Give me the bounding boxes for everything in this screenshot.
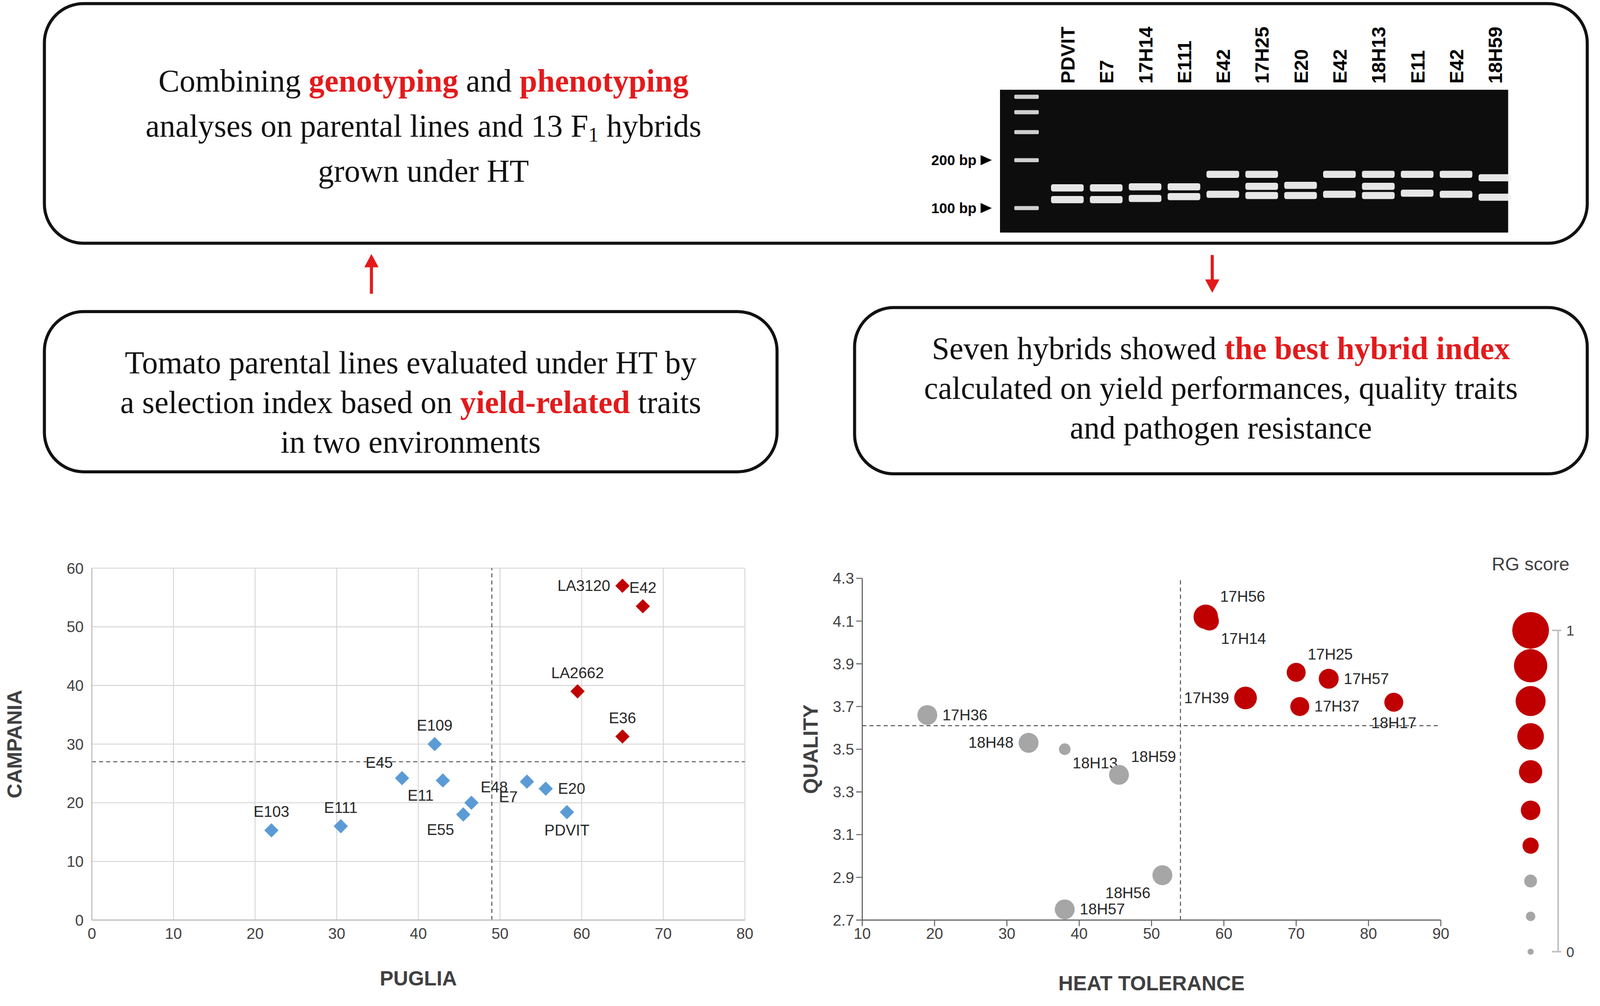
svg-text:E111: E111 <box>324 799 358 817</box>
svg-text:E11: E11 <box>1406 50 1429 84</box>
svg-text:E103: E103 <box>253 803 290 821</box>
svg-text:3.3: 3.3 <box>832 783 854 801</box>
svg-text:E48: E48 <box>480 779 508 797</box>
svg-text:17H36: 17H36 <box>942 706 988 725</box>
svg-text:E55: E55 <box>426 821 455 839</box>
svg-text:2.9: 2.9 <box>832 869 854 887</box>
svg-text:LA3120: LA3120 <box>557 577 611 595</box>
svg-text:CAMPANIA: CAMPANIA <box>3 690 26 799</box>
svg-text:3.7: 3.7 <box>832 698 854 716</box>
svg-text:10: 10 <box>853 925 872 943</box>
svg-text:0: 0 <box>1566 944 1575 961</box>
svg-text:17H56: 17H56 <box>1220 588 1266 606</box>
svg-text:70: 70 <box>654 925 673 943</box>
svg-text:LA2662: LA2662 <box>550 664 604 682</box>
svg-text:18H59: 18H59 <box>1484 26 1506 84</box>
svg-text:18H59: 18H59 <box>1130 748 1176 766</box>
svg-text:17H37: 17H37 <box>1314 698 1360 716</box>
svg-text:60: 60 <box>66 560 84 578</box>
svg-text:E42: E42 <box>629 579 657 597</box>
svg-text:E20: E20 <box>1290 49 1312 84</box>
svg-text:3.9: 3.9 <box>832 655 854 674</box>
svg-text:PUGLIA: PUGLIA <box>379 967 457 991</box>
svg-text:E45: E45 <box>365 754 394 772</box>
html-text:and pathogen resistance: and pathogen resistance <box>1069 410 1373 446</box>
svg-text:17H25: 17H25 <box>1250 26 1273 84</box>
html-text:Tomato parental lines evaluate: Tomato parental lines evaluated under HT… <box>124 344 697 381</box>
svg-text:20: 20 <box>66 794 84 812</box>
svg-text:18H13: 18H13 <box>1072 754 1118 773</box>
svg-text:50: 50 <box>66 618 84 636</box>
svg-text:E36: E36 <box>608 709 637 727</box>
svg-text:17H25: 17H25 <box>1307 646 1353 664</box>
svg-text:60: 60 <box>1215 925 1233 943</box>
svg-text:2.7: 2.7 <box>832 912 854 930</box>
svg-text:E7: E7 <box>1095 59 1118 84</box>
svg-text:17H57: 17H57 <box>1343 670 1389 688</box>
svg-text:QUALITY: QUALITY <box>799 704 823 795</box>
svg-text:100 bp: 100 bp <box>931 200 977 217</box>
html-text:Seven hybrids showed the best: Seven hybrids showed the best hybrid ind… <box>931 330 1511 367</box>
svg-text:17H39: 17H39 <box>1183 689 1229 707</box>
svg-text:30: 30 <box>998 925 1016 943</box>
svg-text:60: 60 <box>573 925 591 943</box>
svg-text:3.5: 3.5 <box>832 741 854 759</box>
svg-text:0: 0 <box>87 925 97 943</box>
svg-text:3.1: 3.1 <box>832 826 854 844</box>
html-text:Combining genotyping and pheno: Combining genotyping and phenotyping <box>158 63 689 99</box>
svg-text:18H56: 18H56 <box>1105 884 1151 902</box>
svg-text:20: 20 <box>246 925 264 943</box>
svg-text:E20: E20 <box>557 780 586 798</box>
svg-text:18H13: 18H13 <box>1367 26 1390 84</box>
svg-text:20: 20 <box>925 925 944 943</box>
html-text:analyses on parental lines and: analyses on parental lines and 13 F1hybr… <box>145 108 702 146</box>
svg-text:80: 80 <box>736 925 754 943</box>
svg-text:HEAT TOLERANCE: HEAT TOLERANCE <box>1058 972 1245 996</box>
svg-text:0: 0 <box>75 912 84 930</box>
svg-text:200 bp: 200 bp <box>931 152 977 169</box>
svg-text:E42: E42 <box>1212 49 1234 84</box>
svg-text:30: 30 <box>66 736 84 754</box>
svg-text:E11: E11 <box>407 787 434 805</box>
svg-text:70: 70 <box>1287 925 1305 943</box>
svg-text:10: 10 <box>66 853 84 871</box>
svg-text:18H48: 18H48 <box>968 734 1014 752</box>
svg-text:PDVIT: PDVIT <box>544 822 590 840</box>
svg-text:17H14: 17H14 <box>1134 26 1157 84</box>
svg-text:PDVIT: PDVIT <box>1056 26 1079 84</box>
html-text:in two environments: in two environments <box>280 424 541 461</box>
svg-text:E7: E7 <box>499 788 518 806</box>
svg-text:18H57: 18H57 <box>1079 900 1125 919</box>
svg-text:E42: E42 <box>1328 49 1351 84</box>
svg-text:17H14: 17H14 <box>1221 630 1267 648</box>
svg-text:1: 1 <box>1566 623 1575 639</box>
svg-text:40: 40 <box>409 925 427 943</box>
svg-text:40: 40 <box>66 677 84 695</box>
svg-text:E109: E109 <box>416 717 453 735</box>
svg-text:10: 10 <box>165 925 183 943</box>
svg-text:80: 80 <box>1359 925 1377 943</box>
svg-text:E111: E111 <box>1173 40 1196 84</box>
svg-text:50: 50 <box>1143 925 1161 943</box>
svg-text:40: 40 <box>1070 925 1088 943</box>
svg-text:50: 50 <box>491 925 509 943</box>
svg-text:30: 30 <box>328 925 346 943</box>
html-text:a selection index based on yie: a selection index based on yield-related… <box>120 384 702 421</box>
svg-text:4.1: 4.1 <box>832 613 854 631</box>
html-text:grown under HT: grown under HT <box>318 153 529 189</box>
svg-text:90: 90 <box>1432 925 1450 943</box>
svg-text:4.3: 4.3 <box>832 570 854 588</box>
svg-text:E42: E42 <box>1445 49 1468 84</box>
svg-text:RG score: RG score <box>1491 553 1570 575</box>
svg-text:18H17: 18H17 <box>1371 714 1417 732</box>
html-text:calculated on yield performanc: calculated on yield performances, qualit… <box>924 370 1518 407</box>
